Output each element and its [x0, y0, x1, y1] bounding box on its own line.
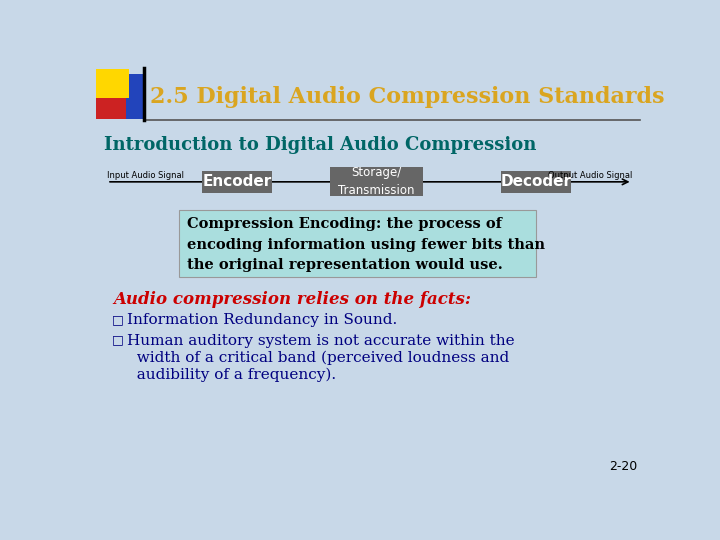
Text: width of a critical band (perceived loudness and: width of a critical band (perceived loud…: [127, 350, 510, 365]
Text: Compression Encoding: the process of
encoding information using fewer bits than
: Compression Encoding: the process of enc…: [187, 217, 545, 273]
Text: Output Audio Signal: Output Audio Signal: [548, 171, 632, 179]
FancyBboxPatch shape: [500, 171, 570, 193]
Text: Audio compression relies on the facts:: Audio compression relies on the facts:: [113, 291, 472, 308]
Bar: [114, 74, 143, 119]
Text: audibility of a frequency).: audibility of a frequency).: [127, 367, 336, 382]
Bar: [96, 90, 126, 119]
Text: 2.5 Digital Audio Compression Standards: 2.5 Digital Audio Compression Standards: [150, 86, 665, 108]
FancyBboxPatch shape: [202, 171, 272, 193]
Text: Encoder: Encoder: [202, 174, 272, 190]
FancyBboxPatch shape: [179, 210, 536, 278]
Text: □: □: [112, 334, 123, 347]
Text: Introduction to Digital Audio Compression: Introduction to Digital Audio Compressio…: [104, 137, 536, 154]
Bar: [96, 69, 129, 98]
Text: Input Audio Signal: Input Audio Signal: [107, 171, 184, 179]
Text: □: □: [112, 313, 123, 326]
FancyBboxPatch shape: [330, 167, 423, 197]
Text: Storage/
Transmission: Storage/ Transmission: [338, 166, 415, 197]
Text: Human auditory system is not accurate within the: Human auditory system is not accurate wi…: [127, 334, 515, 348]
Text: Decoder: Decoder: [500, 174, 571, 190]
Text: 2-20: 2-20: [609, 460, 637, 473]
Text: Information Redundancy in Sound.: Information Redundancy in Sound.: [127, 313, 397, 327]
